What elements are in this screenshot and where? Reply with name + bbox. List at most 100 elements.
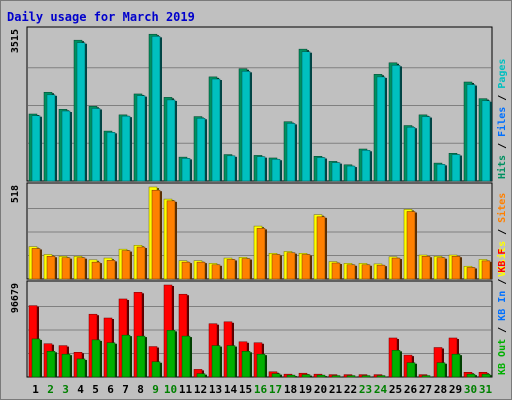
x-label-day-15: 15	[239, 383, 252, 396]
x-label-day-27: 27	[419, 383, 432, 396]
bar-sites-day-14	[227, 259, 235, 279]
bar-kb-out-day-26	[407, 363, 415, 377]
legend-kb-in: KB In	[497, 291, 508, 321]
x-label-day-12: 12	[194, 383, 207, 396]
x-label-day-29: 29	[449, 383, 462, 396]
bar-kb-out-day-2	[47, 351, 55, 377]
x-label-day-20: 20	[314, 383, 327, 396]
bar-sites-day-24	[377, 265, 385, 279]
bar-files-day-9	[152, 36, 160, 181]
bar-files-day-10	[167, 100, 175, 181]
chart-title: Daily usage for March 2019	[7, 10, 195, 24]
bar-sites-day-3	[62, 258, 70, 279]
bar-sites-day-21	[332, 263, 340, 279]
legend-kb-out: KB Out	[497, 339, 508, 375]
bar-sites-day-13	[212, 265, 220, 279]
x-label-day-10: 10	[164, 383, 177, 396]
bar-files-day-17	[272, 159, 280, 181]
legend-sites: Sites	[496, 193, 508, 223]
bar-files-day-8	[137, 96, 145, 181]
legend-pages: Pages	[497, 59, 508, 89]
bar-sites-day-5	[92, 262, 100, 279]
panel-top-legend: Hits / Files / Pages	[496, 59, 508, 179]
bar-files-day-24	[377, 77, 385, 181]
bar-sites-day-4	[77, 258, 85, 279]
bar-sites-day-19	[302, 254, 310, 279]
bar-kb-out-day-23	[362, 376, 370, 377]
bar-kb-out-day-31	[482, 374, 490, 377]
x-label-day-14: 14	[224, 383, 238, 396]
x-label-day-7: 7	[122, 383, 129, 396]
bar-sites-day-30	[467, 267, 475, 279]
bar-files-day-1	[32, 116, 40, 181]
bar-kb-out-day-3	[62, 354, 70, 377]
bar-files-day-31	[482, 101, 490, 181]
bar-kb-out-day-1	[32, 339, 40, 377]
bar-sites-day-10	[167, 201, 175, 279]
x-label-day-6: 6	[107, 383, 114, 396]
x-label-day-13: 13	[209, 383, 222, 396]
bar-files-day-4	[77, 43, 85, 181]
x-label-day-9: 9	[152, 383, 159, 396]
bar-sites-day-2	[47, 256, 55, 279]
bar-kb-out-day-5	[92, 340, 100, 377]
bar-sites-day-1	[32, 248, 40, 279]
x-label-day-25: 25	[389, 383, 402, 396]
bar-kb-out-day-13	[212, 346, 220, 377]
bar-kb-out-day-24	[377, 376, 385, 377]
bar-files-day-23	[362, 150, 370, 181]
bar-kb-out-day-25	[392, 350, 400, 377]
panel-bottom-max-label: 96679	[10, 283, 21, 313]
bar-sites-day-8	[137, 247, 145, 279]
x-label-day-19: 19	[299, 383, 312, 396]
bar-kb-out-day-16	[257, 354, 265, 377]
legend-kb-f: KB F	[497, 249, 508, 273]
bar-kb-out-day-30	[467, 374, 475, 377]
bar-files-day-27	[422, 117, 430, 181]
bar-files-day-2	[47, 95, 55, 181]
bar-files-day-25	[392, 65, 400, 181]
legend-files: Files	[496, 107, 508, 137]
bar-kb-out-day-9	[152, 362, 160, 377]
x-label-day-31: 31	[479, 383, 493, 396]
bar-sites-day-29	[452, 256, 460, 279]
x-label-day-2: 2	[47, 383, 54, 396]
legend-separator: /	[497, 89, 508, 107]
bar-sites-day-20	[317, 217, 325, 279]
legend-separator: /	[497, 137, 508, 155]
bar-files-day-28	[437, 164, 445, 181]
bar-files-day-12	[197, 118, 205, 181]
x-label-day-18: 18	[284, 383, 297, 396]
bar-kb-out-day-19	[302, 375, 310, 377]
x-label-day-26: 26	[404, 383, 418, 396]
panel-bottom-legend: KB Out / KB In / KB F	[497, 249, 508, 375]
bar-kb-out-day-10	[167, 330, 175, 377]
bar-sites-day-7	[122, 251, 130, 279]
bar-sites-day-17	[272, 254, 280, 279]
x-label-day-4: 4	[77, 383, 84, 396]
legend-hits: Hits	[496, 155, 508, 179]
x-label-day-11: 11	[179, 383, 193, 396]
x-label-day-1: 1	[32, 383, 39, 396]
bar-files-day-13	[212, 79, 220, 181]
bar-kb-out-day-28	[437, 363, 445, 377]
legend-separator: /	[497, 223, 508, 241]
bar-files-day-5	[92, 108, 100, 181]
bar-files-day-26	[407, 127, 415, 181]
x-label-day-17: 17	[269, 383, 282, 396]
x-label-day-5: 5	[92, 383, 99, 396]
bar-sites-day-22	[347, 265, 355, 279]
bar-sites-day-9	[152, 190, 160, 279]
x-label-day-3: 3	[62, 383, 69, 396]
bar-kb-out-day-29	[452, 354, 460, 377]
bar-sites-day-28	[437, 258, 445, 279]
bar-sites-day-12	[197, 262, 205, 279]
x-label-day-8: 8	[137, 383, 144, 396]
bar-sites-day-26	[407, 212, 415, 279]
bar-sites-day-15	[242, 259, 250, 279]
